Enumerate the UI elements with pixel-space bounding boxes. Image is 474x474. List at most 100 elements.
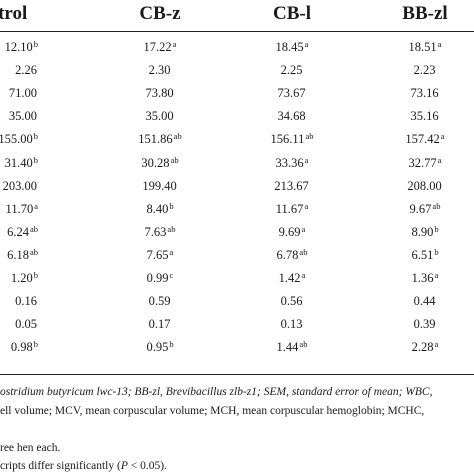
table-row: 12.10b 17.22a 18.45a 18.51a [0,35,474,59]
cell-cb-l: 1.44ab [252,335,332,359]
cell-bb-zl: 2.23 [385,58,465,82]
significance-superscript: ab [432,200,441,211]
cell-value: 9.69 [278,224,301,239]
cell-bb-zl: 35.16 [385,104,465,128]
footnote-abbreviations: ostridium butyricum lwc-13; BB-zl, Brevi… [0,386,433,398]
cell-value: 17.22 [143,40,172,54]
cell-value: 2.25 [280,63,303,78]
significance-superscript: a [304,154,309,165]
column-header-cb-z: CB-z [139,3,181,24]
cell-bb-zl: 0.39 [385,312,465,336]
cell-bb-zl: 0.44 [385,289,465,313]
cell-cb-l: 2.25 [252,58,332,82]
cell-bb-zl: 8.90b [385,220,465,244]
significance-superscript: ab [299,339,308,350]
cell-value: 199.40 [142,178,177,193]
footnote-line-4: cripts differ significantly (P < 0.05). [0,458,474,474]
cell-cb-l: 156.11ab [252,127,332,151]
table-row: 11.70 a 8.40b 11.67a 9.67ab [0,197,474,221]
cell-bb-zl: 208.00 [385,174,465,198]
significance-superscript: a [304,39,309,49]
cell-value: 35.00 [8,109,37,124]
significance-superscript: a [169,246,174,257]
cell-value: 2.26 [15,63,37,78]
cell-value: 18.51 [408,40,437,54]
cell-cb-z: 30.28ab [120,151,200,175]
cell-value: 0.17 [148,317,171,332]
cell-value: 0.13 [280,317,303,332]
cell-value: 0.44 [413,294,436,309]
cell-value: 0.59 [148,294,171,309]
cell-value: 6.78 [276,247,299,262]
cell-value: 35.00 [145,109,174,124]
significance-superscript: c [169,270,174,280]
cell-control: 6.24ab [0,220,38,244]
significance-superscript: a [440,131,445,142]
cell-cb-l: 1.42a [252,266,332,290]
cell-bb-zl: 18.51a [385,35,465,59]
significance-superscript: a [301,270,306,280]
footnote-line-1: ostridium butyricum lwc-13; BB-zl, Brevi… [0,384,474,400]
cell-value: 11.70 [5,201,34,216]
column-header-control: ontrol [0,3,28,24]
cell-control: 2.26 [0,58,38,82]
cell-value: 8.90 [411,224,434,239]
significance-superscript: a [434,339,439,350]
table-row: 6.18ab 7.65a 6.78ab 6.51b [0,243,474,267]
cell-control: 1.20b [0,266,38,290]
cell-control: 12.10b [0,35,38,59]
cell-bb-zl: 9.67ab [385,197,465,221]
significance-superscript: b [33,339,38,350]
cell-cb-z: 0.59 [120,289,200,313]
significance-superscript: ab [170,154,179,165]
cell-control: 0.98b [0,335,38,359]
cell-value: 30.28 [141,155,170,170]
significance-superscript: ab [299,246,308,257]
significance-superscript: a [304,200,309,211]
cell-value: 156.11 [270,132,305,147]
cell-value: 2.23 [413,63,436,78]
cell-value: 7.65 [146,247,169,262]
significance-superscript: b [169,339,174,350]
table-row: 0.16 0.59 0.56 0.44 [0,289,474,313]
cell-value: 11.67 [275,201,304,216]
significance-superscript: b [33,154,38,165]
cell-cb-l: 18.45a [252,35,332,59]
cell-bb-zl: 6.51b [385,243,465,267]
cell-cb-l: 213.67 [252,174,332,198]
significance-superscript: ab [167,223,176,234]
significance-superscript: a [301,223,306,234]
significance-superscript: a [437,39,442,49]
cell-value: 33.36 [275,155,304,170]
significance-superscript: ab [29,223,38,234]
table-row: 71.00 73.80 73.67 73.16 [0,81,474,105]
cell-control: 0.05 [0,312,38,336]
cell-value: 8.40 [146,201,169,216]
cell-value: 71.00 [8,86,37,101]
significance-superscript: b [169,200,174,211]
cell-cb-z: 17.22a [120,35,200,59]
footnote-p-symbol: P [120,460,128,472]
table-row: 2.26 2.30 2.25 2.23 [0,58,474,82]
cell-value: 1.20 [10,271,33,285]
cell-cb-z: 7.65a [120,243,200,267]
cell-value: 208.00 [407,178,442,193]
cell-value: 6.51 [411,247,434,262]
cell-cb-l: 11.67a [252,197,332,221]
significance-superscript: b [434,223,439,234]
significance-superscript: a [437,154,442,165]
table-row: 155.00b 151.86ab 156.11ab 157.42a [0,127,474,151]
cell-value: 7.63 [144,224,167,239]
cell-value: 32.77 [408,155,437,170]
cell-cb-l: 9.69a [252,220,332,244]
significance-superscript: a [172,39,177,49]
cell-cb-l: 33.36a [252,151,332,175]
cell-control: 203.00 [0,174,38,198]
cell-value: 151.86 [138,132,173,147]
cell-cb-z: 7.63ab [120,220,200,244]
significance-superscript: ab [305,131,314,142]
cell-cb-z: 151.86ab [120,127,200,151]
cell-control: 71.00 [0,81,38,105]
cell-cb-z: 0.99c [120,266,200,290]
cell-value: 18.45 [275,40,304,54]
